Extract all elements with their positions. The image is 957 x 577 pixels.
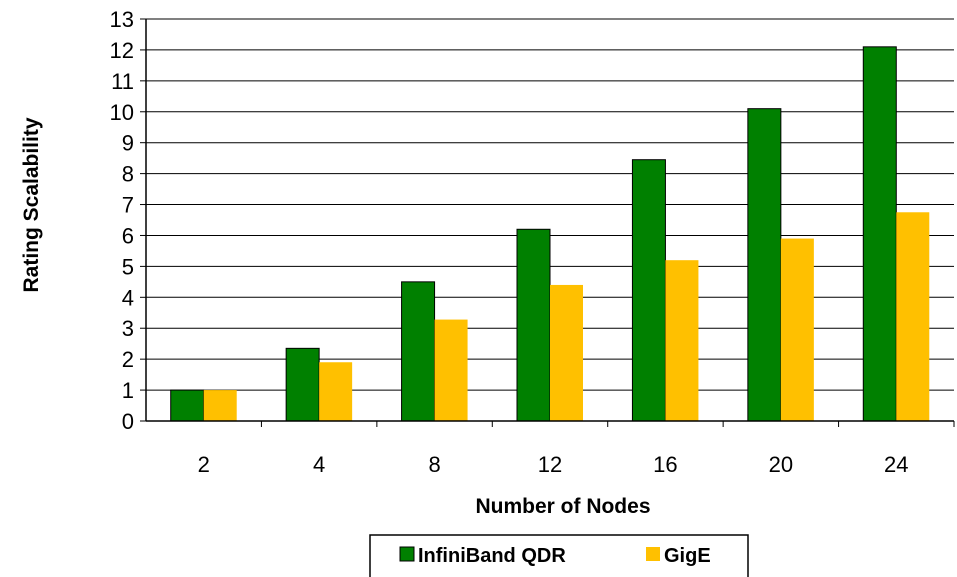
x-tick-label-8: 8 <box>428 452 440 477</box>
x-tick-label-12: 12 <box>538 452 562 477</box>
axes <box>145 19 954 422</box>
y-tick-label-9: 9 <box>122 131 134 156</box>
bar-infiniband-qdr-4 <box>285 347 320 422</box>
y-tick-label-13: 13 <box>110 7 134 32</box>
x-tick-label-2: 2 <box>198 452 210 477</box>
bar-gige-20 <box>780 238 814 421</box>
bar-infiniband-qdr-12 <box>516 228 551 422</box>
legend-swatch-infiniband-qdr <box>399 546 415 562</box>
x-tick-label-20: 20 <box>769 452 793 477</box>
x-axis-ticks: 2 4 8 12 16 20 24 <box>198 421 955 477</box>
y-tick-label-1: 1 <box>122 378 134 403</box>
bar-infiniband-qdr-20 <box>747 108 782 422</box>
x-tick-label-24: 24 <box>884 452 908 477</box>
x-tick-label-4: 4 <box>313 452 325 477</box>
bar-infiniband-qdr-16 <box>631 159 666 422</box>
y-tick-label-5: 5 <box>122 254 134 279</box>
y-axis-title: Rating Scalability <box>20 117 43 292</box>
bar-infiniband-qdr-24 <box>862 46 897 422</box>
bars <box>170 46 930 422</box>
y-tick-label-3: 3 <box>122 316 134 341</box>
legend-frame <box>369 534 749 577</box>
y-tick-label-12: 12 <box>110 38 134 63</box>
bar-gige-12 <box>550 284 583 421</box>
legend-label-gige: GigE <box>664 545 711 567</box>
y-tick-label-7: 7 <box>122 193 134 218</box>
y-tick-label-2: 2 <box>122 347 134 372</box>
y-tick-label-11: 11 <box>111 69 134 94</box>
y-tick-label-10: 10 <box>110 100 134 125</box>
x-tick-label-16: 16 <box>653 452 677 477</box>
y-tick-label-8: 8 <box>122 162 134 187</box>
bar-infiniband-qdr-8 <box>401 281 436 422</box>
bar-gige-2 <box>203 390 237 421</box>
bar-gige-24 <box>896 212 930 421</box>
legend-label-infiniband-qdr: InfiniBand QDR <box>418 545 566 567</box>
x-axis-title: Number of Nodes <box>475 495 650 518</box>
bar-gige-4 <box>319 362 353 421</box>
legend: InfiniBand QDR GigE <box>369 534 749 577</box>
bar-infiniband-qdr-2 <box>170 389 205 422</box>
bar-gige-16 <box>665 260 699 421</box>
y-tick-label-6: 6 <box>122 223 134 248</box>
legend-swatch-gige <box>646 547 660 561</box>
bar-gige-8 <box>434 319 468 421</box>
y-tick-label-0: 0 <box>122 409 134 434</box>
y-tick-label-4: 4 <box>122 285 134 310</box>
